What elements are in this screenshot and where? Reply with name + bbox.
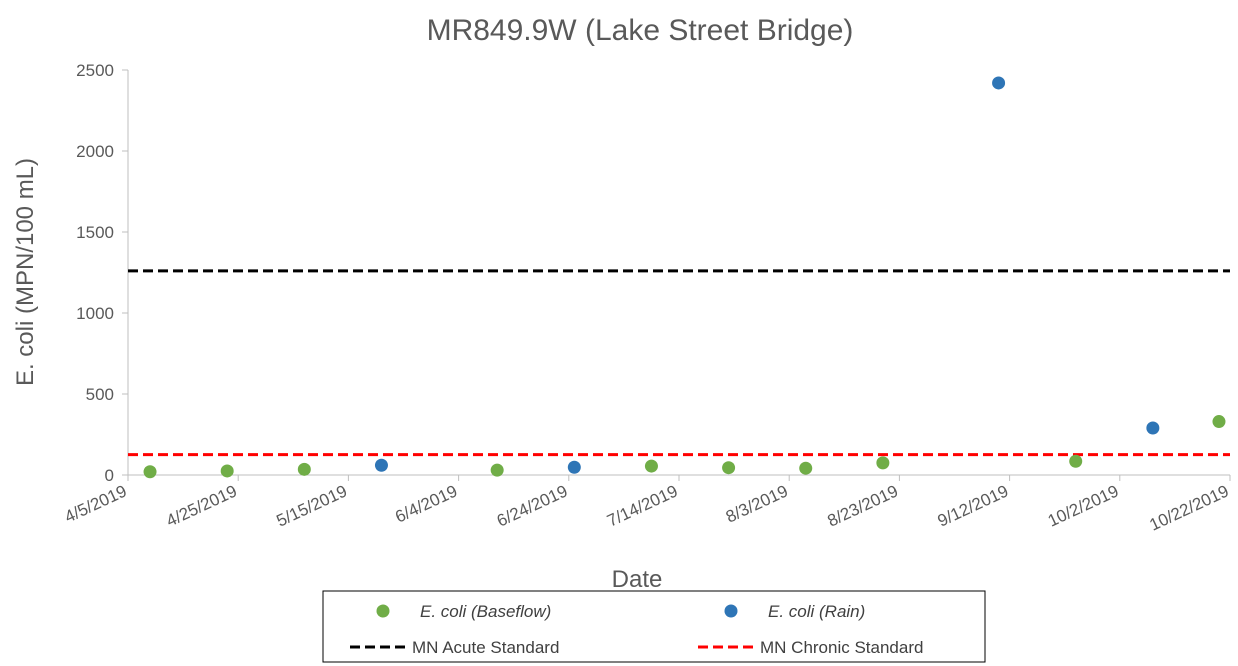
data-point xyxy=(297,462,311,476)
y-axis-label: E. coli (MPN/100 mL) xyxy=(12,158,39,386)
x-tick-label: 9/12/2019 xyxy=(935,481,1012,530)
legend-marker xyxy=(376,604,390,618)
x-tick-label: 10/22/2019 xyxy=(1147,481,1232,534)
data-point xyxy=(1069,454,1083,468)
data-point xyxy=(1146,421,1160,435)
x-tick-label: 4/25/2019 xyxy=(163,481,240,530)
data-point xyxy=(567,460,581,474)
legend-label: E. coli (Rain) xyxy=(768,602,865,621)
chart-title: MR849.9W (Lake Street Bridge) xyxy=(427,14,854,47)
data-point xyxy=(220,464,234,478)
y-tick-label: 2500 xyxy=(76,61,114,80)
x-tick-label: 8/3/2019 xyxy=(723,481,791,526)
legend-label: MN Chronic Standard xyxy=(760,638,923,657)
y-tick-label: 1000 xyxy=(76,304,114,323)
x-tick-label: 6/4/2019 xyxy=(392,481,460,526)
data-point xyxy=(722,461,736,475)
data-point xyxy=(644,459,658,473)
data-point xyxy=(374,458,388,472)
x-tick-label: 7/14/2019 xyxy=(604,481,681,530)
data-point xyxy=(876,456,890,470)
data-point xyxy=(1212,415,1226,429)
data-point xyxy=(490,463,504,477)
x-axis-label: Date xyxy=(612,566,663,593)
legend-label: MN Acute Standard xyxy=(412,638,559,657)
y-tick-label: 500 xyxy=(86,385,114,404)
x-tick-label: 5/15/2019 xyxy=(274,481,351,530)
data-point xyxy=(143,465,157,479)
x-tick-label: 10/2/2019 xyxy=(1045,481,1122,530)
x-tick-label: 4/5/2019 xyxy=(62,481,130,526)
y-tick-label: 1500 xyxy=(76,223,114,242)
legend-marker xyxy=(724,604,738,618)
legend-box xyxy=(322,590,986,663)
y-tick-label: 2000 xyxy=(76,142,114,161)
legend-label: E. coli (Baseflow) xyxy=(420,602,551,621)
y-tick-label: 0 xyxy=(105,466,114,485)
data-point xyxy=(799,461,813,475)
x-tick-label: 6/24/2019 xyxy=(494,481,571,530)
data-point xyxy=(992,76,1006,90)
x-tick-label: 8/23/2019 xyxy=(825,481,902,530)
